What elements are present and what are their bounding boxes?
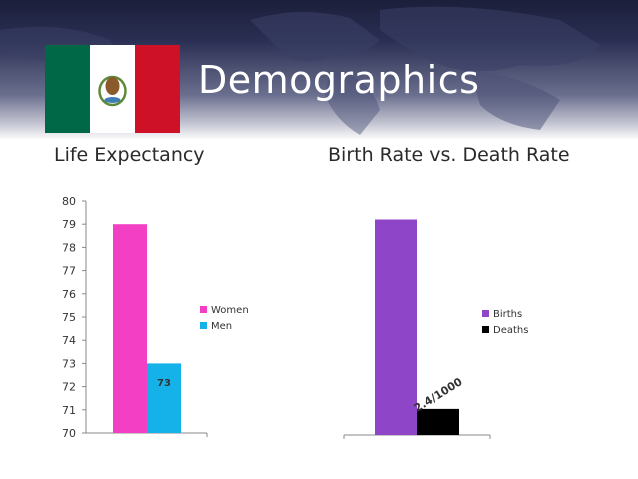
- y-tick-label: 79: [62, 218, 76, 231]
- legend-label: Men: [211, 321, 232, 332]
- bar-deaths: [417, 408, 459, 435]
- y-tick-label: 73: [62, 357, 76, 370]
- life-expectancy-chart-title: Life Expectancy: [54, 144, 205, 166]
- legend-label: Births: [493, 309, 522, 320]
- y-tick-label: 71: [62, 404, 76, 417]
- y-tick-label: 75: [62, 311, 76, 324]
- y-tick-label: 76: [62, 288, 76, 301]
- bar-women: [113, 224, 147, 433]
- y-tick-label: 77: [62, 265, 76, 278]
- y-tick-label: 74: [62, 334, 76, 347]
- legend-swatch: [482, 326, 489, 333]
- data-label: 73: [157, 378, 171, 389]
- legend-swatch: [200, 322, 207, 329]
- y-tick-label: 72: [62, 381, 76, 394]
- life-expectancy-chart: 70 71 72 73 74 75 76 77 78 79 80 73 Women Men: [62, 195, 249, 440]
- y-tick-label: 80: [62, 195, 76, 208]
- world-map-background: [0, 6, 600, 135]
- y-tick-label: 78: [62, 241, 76, 254]
- mexico-flag-logo: [45, 45, 180, 133]
- legend-swatch: [482, 310, 489, 317]
- legend-swatch: [200, 306, 207, 313]
- bar-births: [375, 219, 417, 435]
- birth-death-chart-title: Birth Rate vs. Death Rate: [328, 144, 570, 166]
- legend-label: Deaths: [493, 325, 528, 336]
- y-tick-label: 70: [62, 427, 76, 440]
- page-title: Demographics: [198, 58, 480, 102]
- bar-men: [147, 363, 181, 433]
- legend-label: Women: [211, 305, 249, 316]
